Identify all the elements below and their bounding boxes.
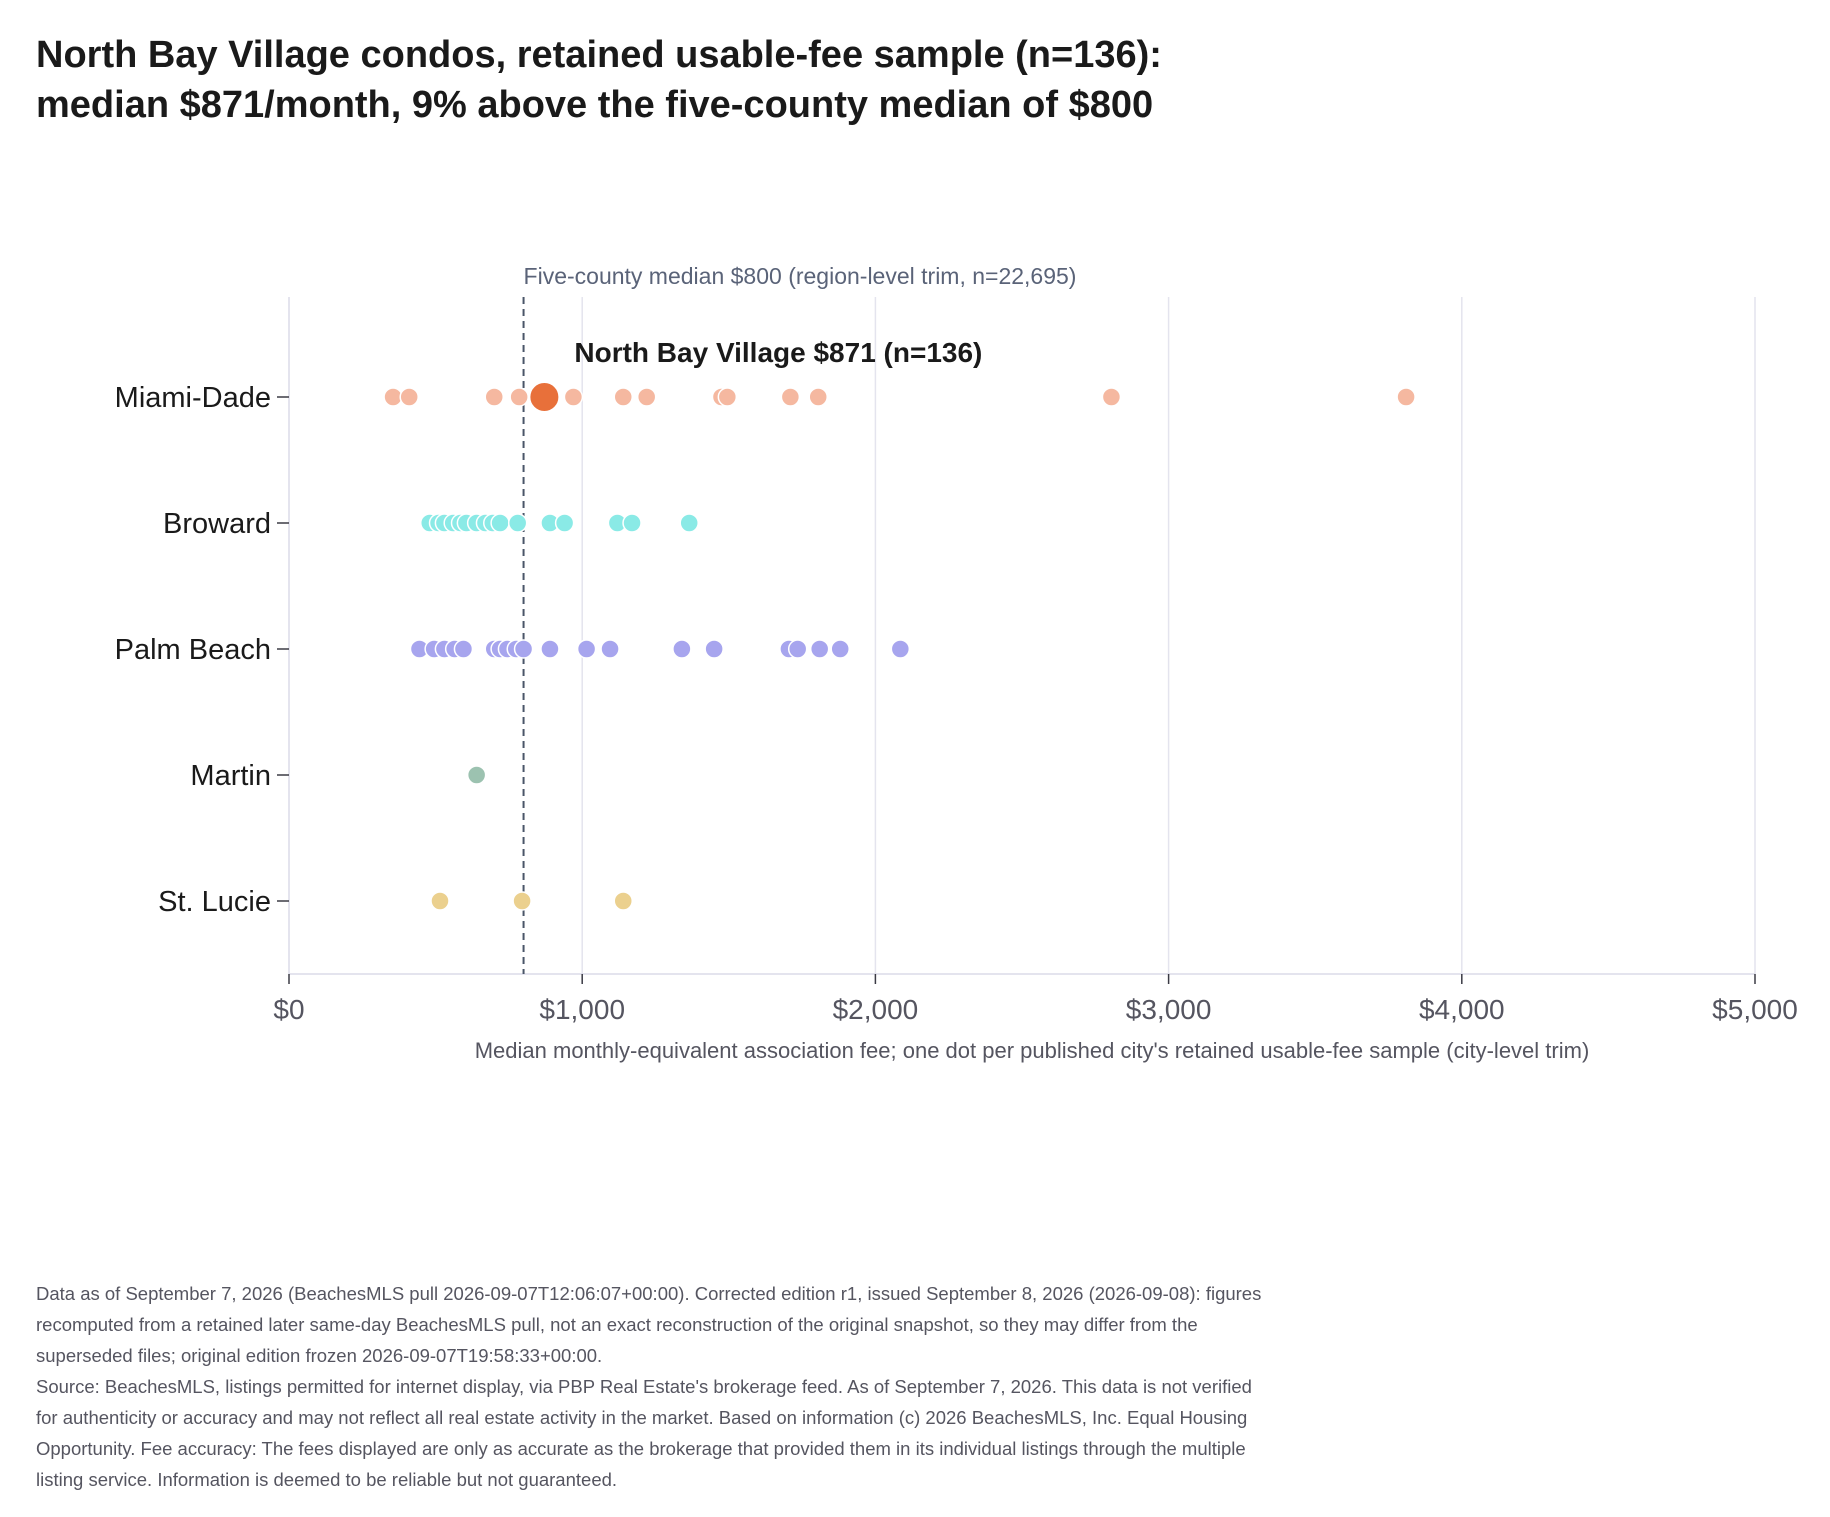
y-category-label: St. Lucie	[158, 886, 271, 918]
dot-plot-chart: $0 $1,000 $2,000 $3,000 $4,000 $5,000 Miami-D…	[115, 263, 1798, 1063]
city-dot	[554, 513, 575, 533]
city-dot	[787, 639, 808, 659]
city-dot	[613, 387, 633, 407]
city-dot	[1101, 387, 1122, 407]
city-dot	[672, 639, 692, 659]
highlight-label: North Bay Village $871 (n=136)	[574, 337, 982, 368]
city-dot	[809, 639, 830, 659]
highlight-group: North Bay Village $871 (n=136)	[528, 337, 982, 413]
axes	[288, 297, 1755, 975]
chart-title: North Bay Village condos, retained usabl…	[36, 30, 1736, 130]
city-dot	[513, 639, 534, 659]
chart-title-line-2: median $871/month, 9% above the five-cou…	[36, 84, 1154, 126]
city-dot	[540, 639, 560, 659]
x-axis-label: Median monthly-equivalent association fe…	[475, 1038, 1590, 1063]
city-dot	[890, 639, 911, 659]
city-dot	[704, 639, 724, 659]
chart-title-line-1: North Bay Village condos, retained usabl…	[36, 34, 1162, 76]
x-tick-label: $1,000	[539, 994, 625, 1025]
city-dot	[512, 891, 532, 911]
highlight-dot	[528, 381, 561, 413]
y-category-label: Miami-Dade	[115, 382, 271, 414]
city-dot	[484, 387, 504, 407]
footnotes: Data as of September 7, 2026 (BeachesMLS…	[36, 1278, 1376, 1495]
y-category-label: Palm Beach	[115, 634, 271, 666]
reference-median-line: Five-county median $800 (region-level tr…	[522, 263, 1077, 974]
x-axis-ticks: $0 $1,000 $2,000 $3,000 $4,000 $5,000	[273, 974, 1798, 1025]
city-dot	[399, 387, 419, 407]
x-tick-label: $2,000	[833, 994, 919, 1025]
city-dot	[613, 891, 633, 911]
city-dot	[490, 513, 510, 533]
city-dot	[509, 387, 529, 407]
footnote-line: superseded files; original edition froze…	[36, 1345, 603, 1366]
y-category-label: Broward	[163, 508, 271, 540]
city-dot	[466, 765, 487, 785]
city-dot	[430, 891, 450, 911]
x-tick-label: $5,000	[1712, 994, 1798, 1025]
footnote-line: for authenticity or accuracy and may not…	[36, 1407, 1248, 1428]
y-axis-ticks: Miami-Dade Broward Palm Beach Martin St. Luc…	[115, 382, 289, 918]
data-dots	[383, 387, 1416, 911]
city-dot	[780, 387, 801, 407]
city-dot	[383, 387, 403, 407]
city-dot	[563, 387, 584, 407]
footnote-line: Opportunity. Fee accuracy: The fees disp…	[36, 1438, 1246, 1459]
footnote-line: recomputed from a retained later same-da…	[36, 1314, 1198, 1335]
city-dot	[1396, 387, 1416, 407]
city-dot	[808, 387, 828, 407]
city-dot	[830, 639, 850, 659]
gridlines	[581, 297, 1756, 974]
city-dot	[453, 639, 474, 659]
x-tick-label: $4,000	[1419, 994, 1505, 1025]
x-tick-label: $3,000	[1126, 994, 1212, 1025]
footnote-line: Data as of September 7, 2026 (BeachesMLS…	[36, 1283, 1262, 1304]
city-dot	[636, 387, 657, 407]
x-tick-label: $0	[273, 994, 304, 1025]
city-dot	[576, 639, 597, 659]
city-dot	[507, 513, 528, 533]
footnote-line: Source: BeachesMLS, listings permitted f…	[36, 1376, 1252, 1397]
city-dot	[717, 387, 738, 407]
median-reference-label: Five-county median $800 (region-level tr…	[524, 263, 1077, 289]
city-dot	[622, 513, 642, 533]
city-dot	[679, 513, 699, 533]
city-dot	[600, 639, 620, 659]
y-category-label: Martin	[190, 760, 271, 792]
footnote-line: listing service. Information is deemed t…	[36, 1469, 618, 1490]
